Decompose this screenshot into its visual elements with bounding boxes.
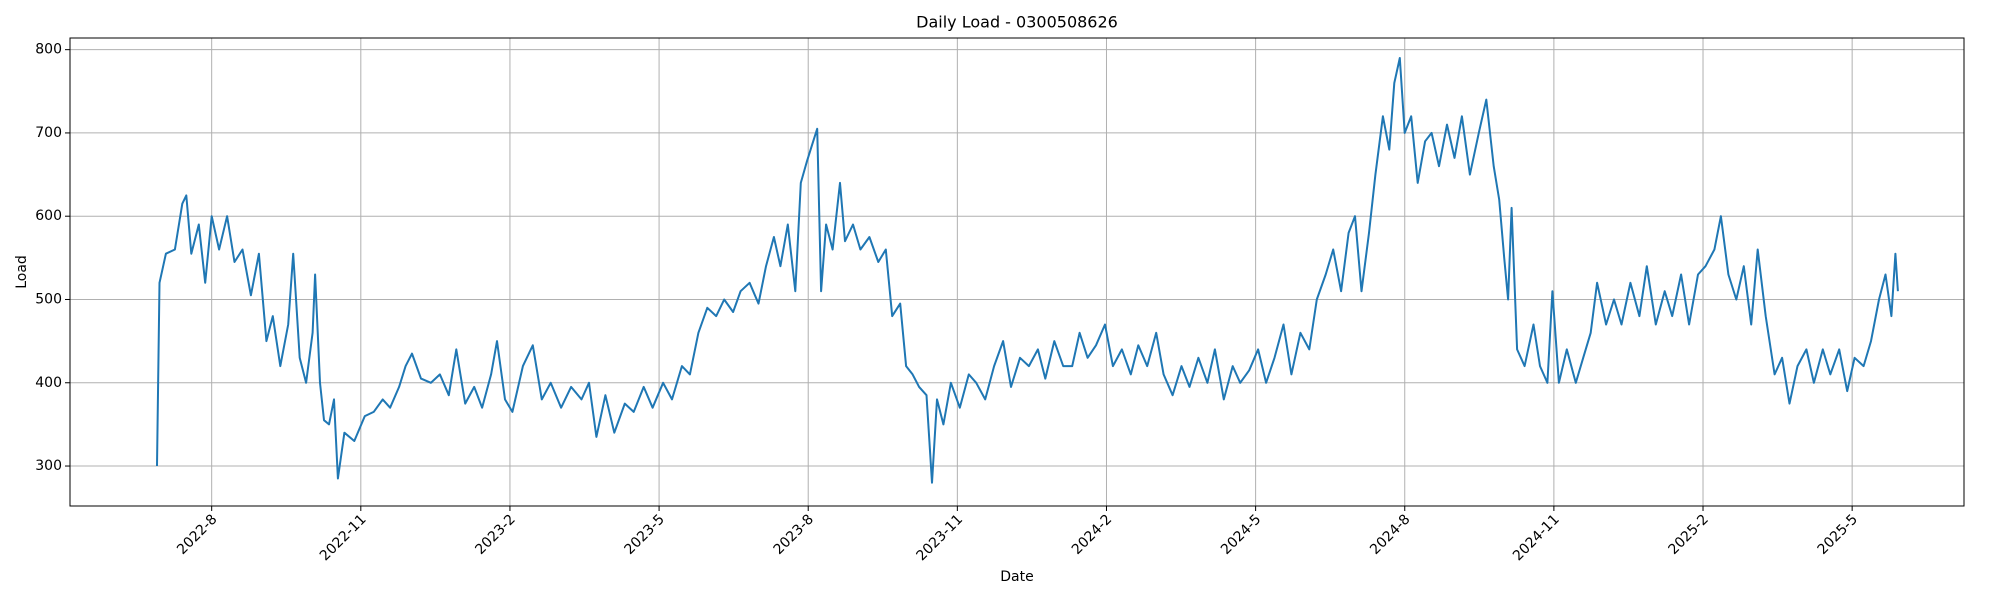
y-tick-label: 800 bbox=[35, 42, 62, 58]
x-tick-label: 2024-11 bbox=[1510, 512, 1563, 565]
chart-title: Daily Load - 0300508626 bbox=[916, 13, 1118, 32]
x-tick-label: 2023-8 bbox=[771, 512, 817, 558]
plot-frame bbox=[69, 37, 1965, 507]
x-tick-label: 2023-11 bbox=[913, 512, 966, 565]
x-tick-label: 2024-5 bbox=[1218, 512, 1264, 558]
y-axis-label: Load bbox=[14, 255, 30, 289]
x-tick-label: 2024-2 bbox=[1069, 512, 1115, 558]
y-tick-label: 500 bbox=[35, 291, 62, 307]
y-tick-label: 400 bbox=[35, 375, 62, 391]
y-tick-label: 700 bbox=[35, 125, 62, 141]
data-line bbox=[156, 57, 1899, 484]
x-tick-label: 2024-8 bbox=[1367, 512, 1413, 558]
x-tick-label: 2023-5 bbox=[622, 512, 668, 558]
x-axis-label: Date bbox=[1000, 569, 1033, 585]
x-tick-label: 2023-2 bbox=[472, 512, 518, 558]
x-tick-label: 2025-5 bbox=[1815, 512, 1861, 558]
y-tick-label: 300 bbox=[35, 458, 62, 474]
x-tick-label: 2022-8 bbox=[174, 512, 220, 558]
x-tick-label: 2025-2 bbox=[1665, 512, 1711, 558]
x-tick-label: 2022-11 bbox=[317, 512, 370, 565]
y-tick-label: 600 bbox=[35, 208, 62, 224]
